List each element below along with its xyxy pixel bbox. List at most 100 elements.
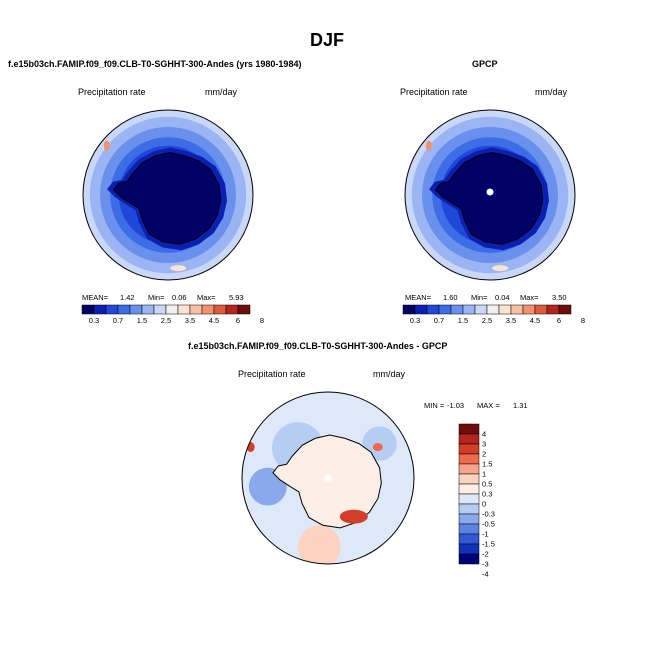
diff-colorbar-box-12 xyxy=(458,543,480,555)
obs-colorbar-tick-label: 2.5 xyxy=(482,316,492,325)
model-colorbar-tick-label: 0.7 xyxy=(113,316,123,325)
diff-colorbar-tick-label: 4 xyxy=(482,430,486,439)
model-field-label: Precipitation rate xyxy=(78,87,146,97)
model-min-label: Min= xyxy=(148,293,165,302)
model-colorbar-tick-label: 4.5 xyxy=(209,316,219,325)
diff-colorbar-box-13 xyxy=(458,553,480,565)
obs-warm-patch-south xyxy=(492,265,509,272)
model-colorbar-tick-label: 8 xyxy=(260,316,264,325)
diff-colorbar-box-0 xyxy=(458,423,480,435)
diff-min-label: MIN = xyxy=(424,401,445,410)
obs-colorbar-box-8 xyxy=(498,304,512,315)
model-colorbar-tick-label: 3.5 xyxy=(185,316,195,325)
diff-colorbar-box-3 xyxy=(458,453,480,465)
diff-panel-title: f.e15b03ch.FAMIP.f09_f09.CLB-T0-SGHHT-30… xyxy=(188,341,448,351)
diff-colorbar-tick-label: -4 xyxy=(482,570,489,579)
obs-colorbar-box-9 xyxy=(510,304,524,315)
obs-field-label: Precipitation rate xyxy=(400,87,468,97)
model-antarctica-outline xyxy=(112,151,222,245)
model-warm-patch xyxy=(103,140,110,151)
obs-colorbar: 0.3 0.7 1.5 2.5 3.5 4.5 6 8 xyxy=(402,304,585,325)
model-colorbar-box-8 xyxy=(177,304,191,315)
diff-colorbar-tick-label: -3 xyxy=(482,560,489,569)
diff-colorbar-tick-label: -0.5 xyxy=(482,520,495,529)
obs-colorbar-tick-label: 6 xyxy=(557,316,561,325)
model-colorbar-box-0 xyxy=(81,304,95,315)
obs-colorbar-box-0 xyxy=(402,304,416,315)
obs-mean-value: 1.60 xyxy=(443,293,458,302)
obs-colorbar-tick-label: 0.3 xyxy=(410,316,420,325)
diff-colorbar-tick-label: 3 xyxy=(482,440,486,449)
model-colorbar-box-11 xyxy=(213,304,227,315)
diff-pos-patch-a xyxy=(297,525,341,564)
diff-colorbar-box-2 xyxy=(458,443,480,455)
model-mean-value: 1.42 xyxy=(120,293,135,302)
model-colorbar-box-13 xyxy=(237,304,251,315)
obs-colorbar-box-11 xyxy=(534,304,548,315)
diff-colorbar-box-8 xyxy=(458,503,480,515)
obs-mean-label: MEAN= xyxy=(405,293,432,302)
diff-colorbar-tick-label: 1 xyxy=(482,470,486,479)
diff-field-label: Precipitation rate xyxy=(238,369,306,379)
model-colorbar-box-6 xyxy=(153,304,167,315)
diff-colorbar-box-11 xyxy=(458,533,480,545)
model-colorbar-box-4 xyxy=(129,304,143,315)
model-colorbar: 0.3 0.7 1.5 2.5 3.5 4.5 6 8 xyxy=(81,304,264,325)
obs-colorbar-tick-label: 3.5 xyxy=(506,316,516,325)
model-polar-map xyxy=(83,110,253,280)
diff-colorbar-tick-label: -2 xyxy=(482,550,489,559)
model-colorbar-tick-label: 0.3 xyxy=(89,316,99,325)
obs-colorbar-tick-label: 0.7 xyxy=(434,316,444,325)
diff-map-border xyxy=(241,391,415,565)
obs-max-label: Max= xyxy=(520,293,539,302)
model-colorbar-box-2 xyxy=(105,304,119,315)
obs-colorbar-box-1 xyxy=(414,304,428,315)
model-max-label: Max= xyxy=(197,293,216,302)
obs-colorbar-box-13 xyxy=(558,304,572,315)
model-max-value: 5.93 xyxy=(229,293,244,302)
model-colorbar-tick-label: 1.5 xyxy=(137,316,147,325)
obs-colorbar-tick-label: 8 xyxy=(581,316,585,325)
obs-colorbar-box-4 xyxy=(450,304,464,315)
diff-colorbar-tick-label: -0.3 xyxy=(482,510,495,519)
obs-units-label: mm/day xyxy=(535,87,568,97)
diff-colorbar-box-1 xyxy=(458,433,480,445)
model-colorbar-box-1 xyxy=(93,304,107,315)
model-warm-patch-south xyxy=(170,265,187,272)
obs-colorbar-tick-label: 1.5 xyxy=(458,316,468,325)
model-colorbar-box-9 xyxy=(189,304,203,315)
diff-colorbar-tick-label: 0.3 xyxy=(482,490,492,499)
model-colorbar-box-5 xyxy=(141,304,155,315)
obs-warm-patch xyxy=(425,140,432,151)
diff-colorbar-tick-label: 0 xyxy=(482,500,486,509)
diff-max-value: 1.31 xyxy=(513,401,528,410)
diff-pos-patch-b xyxy=(339,509,368,524)
diff-polar-map xyxy=(242,392,414,564)
obs-pole-marker xyxy=(486,188,494,196)
model-mean-label: MEAN= xyxy=(82,293,109,302)
model-min-value: 0.06 xyxy=(172,293,187,302)
diff-colorbar-tick-label: 0.5 xyxy=(482,480,492,489)
obs-colorbar-box-5 xyxy=(462,304,476,315)
obs-colorbar-box-10 xyxy=(522,304,536,315)
diff-colorbar-tick-label: 1.5 xyxy=(482,460,492,469)
model-colorbar-box-3 xyxy=(117,304,131,315)
obs-colorbar-box-7 xyxy=(486,304,500,315)
diff-colorbar-box-10 xyxy=(458,523,480,535)
diff-colorbar-box-7 xyxy=(458,493,480,505)
diff-colorbar-tick-label: -1 xyxy=(482,530,489,539)
obs-panel-title: GPCP xyxy=(472,59,498,69)
diff-colorbar-tick-label: -1.5 xyxy=(482,540,495,549)
obs-min-value: 0.04 xyxy=(495,293,510,302)
model-units-label: mm/day xyxy=(205,87,238,97)
diff-colorbar-box-9 xyxy=(458,513,480,525)
obs-colorbar-box-6 xyxy=(474,304,488,315)
obs-colorbar-box-12 xyxy=(546,304,560,315)
model-colorbar-box-7 xyxy=(165,304,179,315)
obs-antarctica-outline xyxy=(434,151,544,245)
diff-colorbar-box-4 xyxy=(458,463,480,475)
obs-colorbar-box-3 xyxy=(438,304,452,315)
model-colorbar-tick-label: 6 xyxy=(236,316,240,325)
